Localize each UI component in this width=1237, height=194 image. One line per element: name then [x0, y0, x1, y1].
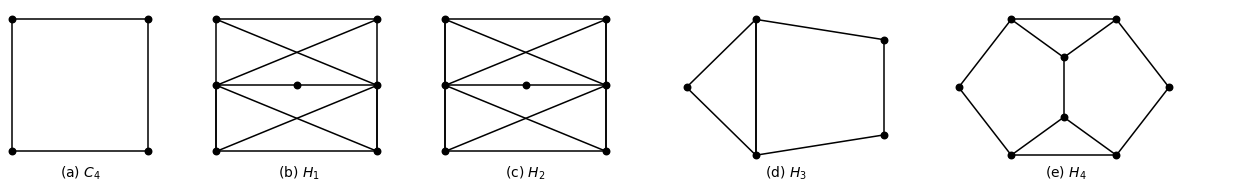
- Point: [1054, 56, 1074, 59]
- Point: [2, 18, 22, 21]
- Text: (e) $H_4$: (e) $H_4$: [1045, 165, 1087, 182]
- Point: [207, 84, 226, 87]
- Point: [875, 133, 894, 136]
- Text: (a) $C_4$: (a) $C_4$: [59, 165, 101, 182]
- Text: (d) $H_3$: (d) $H_3$: [764, 165, 807, 182]
- Point: [207, 150, 226, 153]
- Point: [207, 18, 226, 21]
- Point: [746, 154, 766, 157]
- Point: [746, 18, 766, 21]
- Point: [1107, 18, 1127, 21]
- Point: [596, 84, 616, 87]
- Point: [1002, 18, 1022, 21]
- Point: [1054, 116, 1074, 119]
- Point: [139, 18, 158, 21]
- Point: [596, 150, 616, 153]
- Point: [1002, 154, 1022, 157]
- Text: (b) $H_1$: (b) $H_1$: [278, 165, 320, 182]
- Point: [875, 38, 894, 41]
- Point: [435, 150, 455, 153]
- Point: [2, 150, 22, 153]
- Text: (c) $H_2$: (c) $H_2$: [506, 165, 546, 182]
- Point: [516, 84, 536, 87]
- Point: [435, 18, 455, 21]
- Point: [596, 18, 616, 21]
- Point: [677, 86, 696, 89]
- Point: [287, 84, 307, 87]
- Point: [1159, 86, 1179, 89]
- Point: [367, 18, 387, 21]
- Point: [435, 84, 455, 87]
- Point: [367, 84, 387, 87]
- Point: [367, 150, 387, 153]
- Point: [139, 150, 158, 153]
- Point: [949, 86, 969, 89]
- Point: [1107, 154, 1127, 157]
